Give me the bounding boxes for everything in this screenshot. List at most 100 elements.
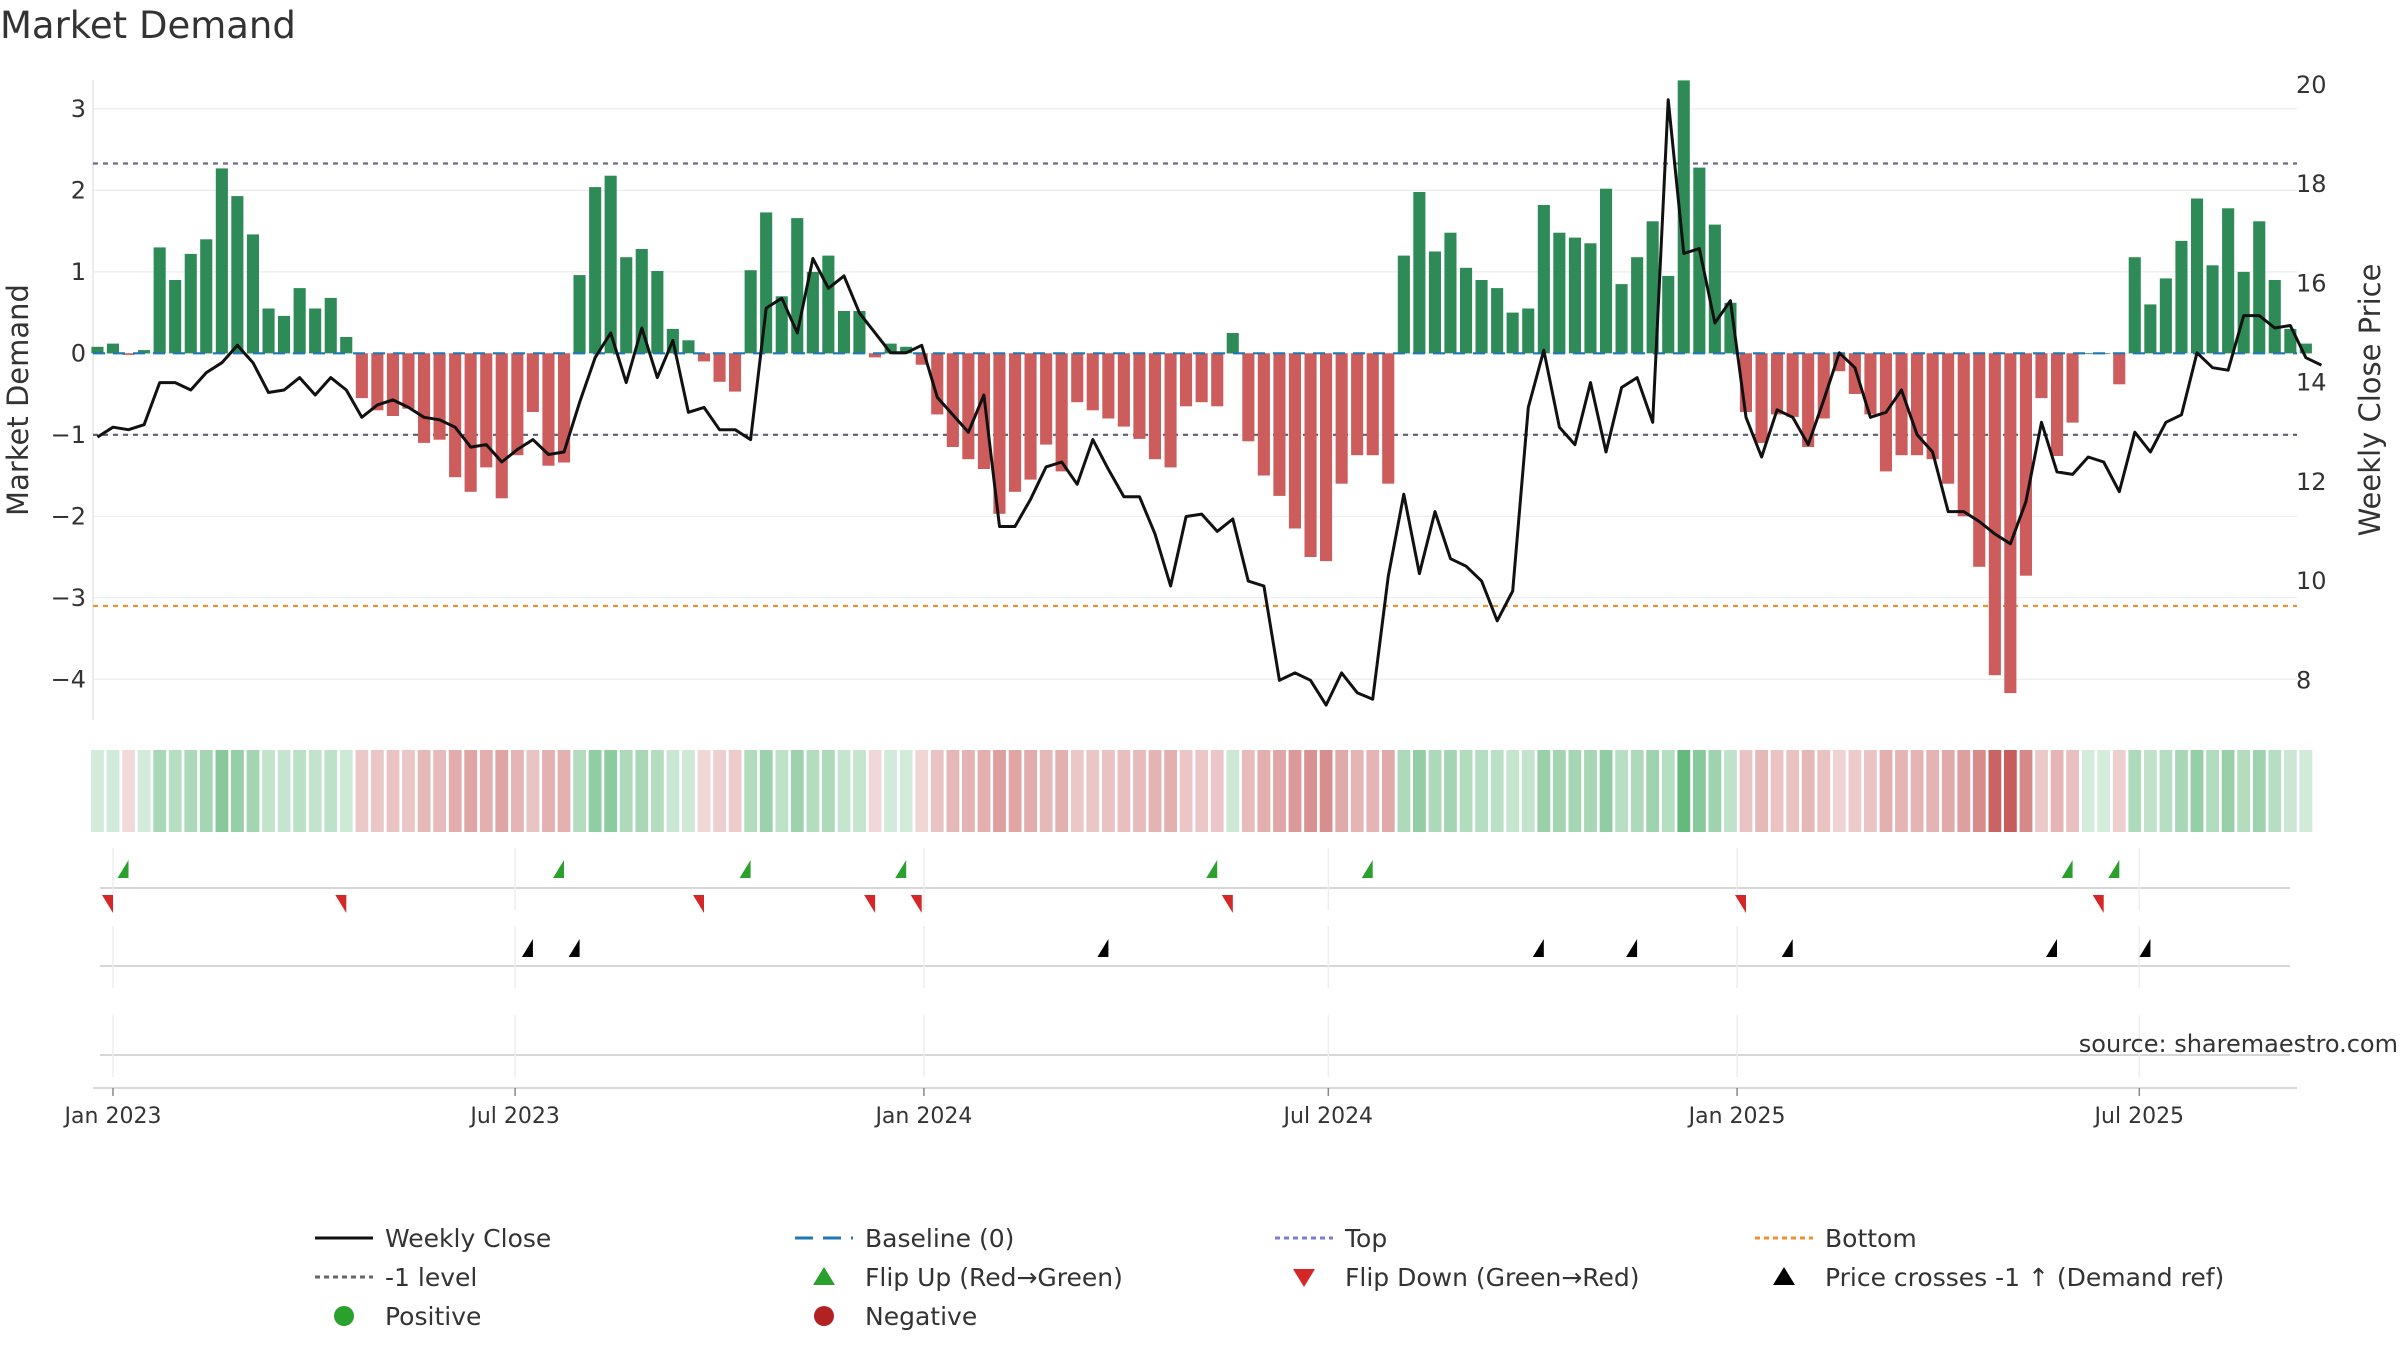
heat-cell	[588, 750, 602, 832]
heat-cell	[324, 750, 338, 832]
heat-cell	[1288, 750, 1302, 832]
x-axis: Jan 2023 Jul 2023 Jan 2024 Jul 2024 Jan 2025…	[63, 1087, 2297, 1129]
heat-cell	[775, 750, 789, 832]
demand-bar	[2019, 353, 2032, 576]
demand-bar	[91, 346, 104, 354]
demand-bar	[869, 353, 882, 358]
heat-cell	[1895, 750, 1908, 832]
heat-cell	[1039, 750, 1053, 832]
heat-cell	[993, 750, 1006, 832]
heat-cell	[2066, 750, 2079, 832]
heat-cell	[1226, 750, 1240, 832]
demand-bar	[1382, 353, 1395, 484]
demand-bar	[184, 253, 197, 354]
demand-bar	[1273, 353, 1286, 496]
demand-bar	[1957, 353, 1970, 517]
demand-bar	[558, 353, 571, 463]
heat-cell	[1444, 750, 1457, 832]
heat-cell	[2252, 750, 2266, 832]
heat-cell	[2004, 750, 2017, 832]
heat-cell	[822, 750, 835, 832]
heat-cell	[526, 750, 540, 832]
heat-cell	[1381, 750, 1395, 832]
demand-bar	[573, 275, 586, 354]
demand-bar	[1460, 267, 1473, 354]
demand-bar	[433, 353, 446, 440]
legend-swatch	[813, 1267, 835, 1285]
heat-cell	[1786, 750, 1800, 832]
heat-cell	[1817, 750, 1831, 832]
heat-cell	[1102, 750, 1115, 832]
demand-bar	[1506, 312, 1519, 354]
heat-cell	[573, 750, 586, 832]
demand-bar	[2159, 278, 2172, 354]
demand-bar	[1848, 353, 1861, 394]
price-cross-marker	[521, 939, 533, 957]
demand-bar	[418, 353, 431, 443]
demand-bar	[962, 353, 975, 460]
legend-swatch	[1293, 1269, 1315, 1287]
flip-down-marker	[693, 895, 705, 913]
demand-bar	[1988, 353, 2001, 676]
flip-up-marker	[2061, 860, 2073, 878]
demand-bar	[262, 308, 275, 354]
right-tick-label: 12	[2296, 468, 2327, 496]
heat-cell	[1972, 750, 1986, 832]
heat-cell	[1599, 750, 1613, 832]
heat-cell	[417, 750, 431, 832]
heat-cell	[355, 750, 369, 832]
right-tick-label: 10	[2296, 567, 2327, 595]
demand-bar	[635, 249, 648, 354]
heat-cell	[884, 750, 897, 832]
flip-up-marker	[739, 860, 751, 878]
demand-bar	[2004, 353, 2017, 694]
heat-cell	[137, 750, 151, 832]
x-tick-label: Jul 2023	[468, 1104, 560, 1129]
heat-cell	[1086, 750, 1100, 832]
heat-cell	[946, 750, 960, 832]
demand-bar	[620, 257, 633, 354]
heat-cell	[1024, 750, 1037, 832]
demand-bar	[1444, 232, 1457, 354]
heat-cell	[1677, 750, 1691, 832]
demand-bar	[993, 353, 1006, 514]
demand-bar	[386, 353, 399, 416]
heat-cell	[1661, 750, 1675, 832]
demand-bar	[744, 270, 757, 354]
legend-label: Baseline (0)	[865, 1224, 1014, 1253]
demand-bar	[511, 353, 524, 456]
demand-bar	[122, 353, 135, 355]
heat-cell	[2284, 750, 2297, 832]
heat-cell	[106, 750, 120, 832]
demand-bar	[697, 353, 710, 362]
flip-up-marker	[117, 860, 129, 878]
heat-cell	[1070, 750, 1084, 832]
demand-bar	[215, 168, 228, 354]
right-tick-label: 18	[2296, 170, 2327, 198]
heat-cell	[339, 750, 353, 832]
demand-bar	[1117, 353, 1130, 427]
heat-cell	[122, 750, 135, 832]
right-tick-label: 20	[2296, 71, 2327, 99]
flip-up-marker	[1206, 860, 1218, 878]
demand-bar	[138, 350, 151, 354]
heat-cell	[277, 750, 291, 832]
demand-bar	[2237, 271, 2250, 354]
demand-bar	[371, 353, 384, 411]
legend-label: Top	[1344, 1224, 1387, 1253]
demand-bar	[775, 296, 788, 354]
x-tick-label: Jul 2025	[2093, 1104, 2185, 1129]
demand-bar	[806, 271, 819, 354]
heat-cell	[1941, 750, 1955, 832]
demand-bar	[324, 297, 337, 354]
heat-cell	[1335, 750, 1349, 832]
demand-bar	[2066, 353, 2079, 423]
demand-bar	[1553, 232, 1566, 354]
legend-label: Bottom	[1825, 1224, 1917, 1253]
heat-cell	[1724, 750, 1737, 832]
demand-bar	[1771, 353, 1784, 415]
left-tick-label: −1	[51, 421, 86, 449]
demand-bar	[495, 353, 508, 499]
heat-cell	[744, 750, 758, 832]
heat-cell	[1755, 750, 1768, 832]
